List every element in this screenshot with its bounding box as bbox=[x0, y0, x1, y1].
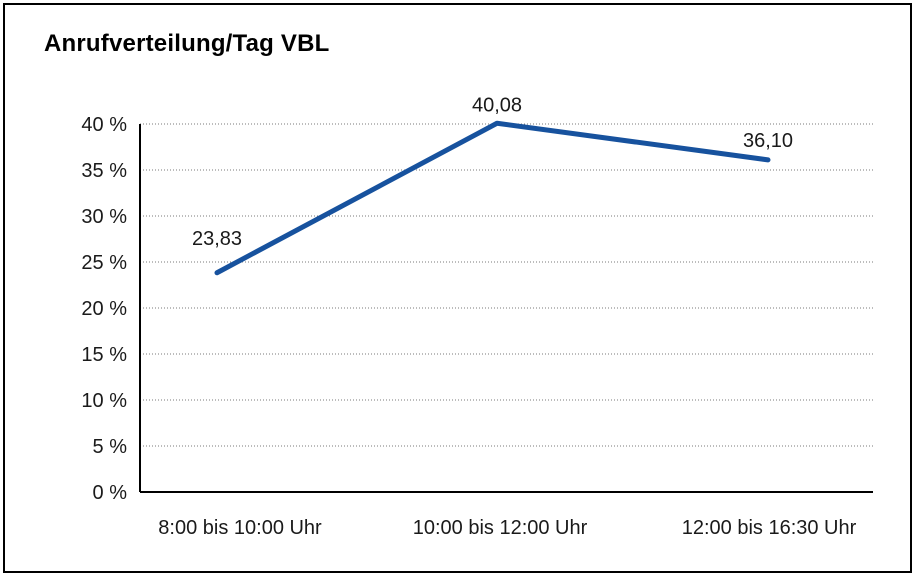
data-point-label: 36,10 bbox=[743, 130, 793, 152]
x-tick-label: 12:00 bis 16:30 Uhr bbox=[682, 517, 857, 539]
chart-title: Anrufverteilung/Tag VBL bbox=[44, 30, 330, 57]
y-tick-label: 5 % bbox=[93, 436, 128, 458]
y-tick-label: 35 % bbox=[81, 160, 127, 182]
data-line bbox=[214, 120, 771, 276]
y-tick-label: 40 % bbox=[81, 114, 127, 136]
x-tick-label: 10:00 bis 12:00 Uhr bbox=[413, 517, 588, 539]
data-point-label: 23,83 bbox=[192, 228, 242, 250]
x-tick-label: 8:00 bis 10:00 Uhr bbox=[158, 517, 322, 539]
chart-frame bbox=[3, 3, 912, 573]
y-tick-label: 30 % bbox=[81, 206, 127, 228]
y-tick-label: 10 % bbox=[81, 390, 127, 412]
y-tick-label: 15 % bbox=[81, 344, 127, 366]
data-point-label: 40,08 bbox=[472, 94, 522, 116]
y-tick-label: 0 % bbox=[93, 482, 128, 504]
y-tick-label: 20 % bbox=[81, 298, 127, 320]
y-tick-label: 25 % bbox=[81, 252, 127, 274]
